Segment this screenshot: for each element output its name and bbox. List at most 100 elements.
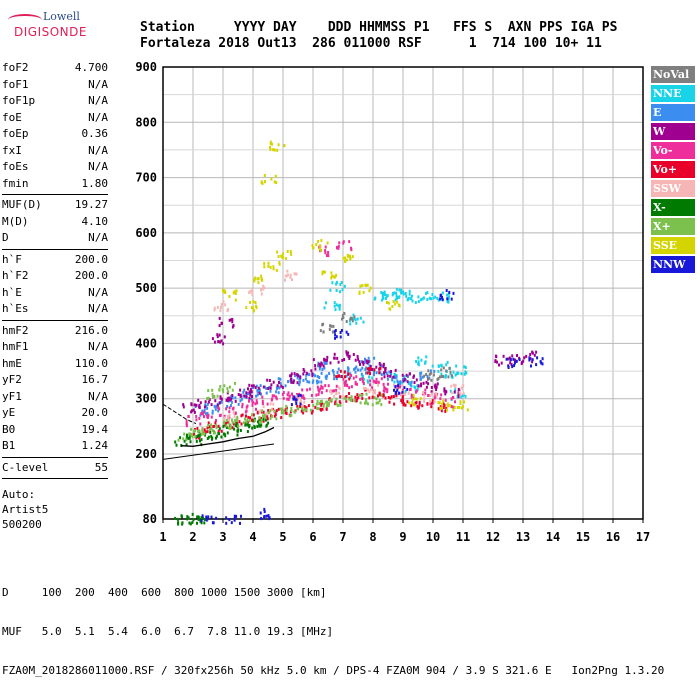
echo-point — [218, 427, 221, 431]
echo-point — [384, 293, 387, 297]
echo-point — [334, 308, 337, 312]
echo-point — [420, 358, 423, 362]
echo-point — [201, 427, 204, 431]
echo-point — [251, 413, 253, 417]
echo-point — [236, 429, 239, 433]
echo-point — [232, 422, 235, 426]
echo-point — [317, 364, 319, 368]
echo-point — [339, 290, 342, 294]
echo-point — [273, 394, 276, 398]
echo-point — [320, 238, 323, 242]
echo-point — [288, 394, 291, 398]
echo-point — [333, 389, 335, 393]
echo-point — [443, 403, 446, 407]
echo-point — [249, 393, 252, 397]
echo-point — [435, 388, 438, 392]
echo-point — [260, 418, 263, 422]
echo-point — [318, 376, 321, 379]
echo-point — [253, 419, 256, 423]
echo-point — [226, 418, 229, 421]
echo-point — [323, 366, 326, 370]
param-row: hmE 110.0 — [2, 356, 108, 373]
echo-point — [379, 367, 381, 370]
echo-point — [452, 291, 455, 295]
echo-point — [264, 415, 267, 419]
echo-point — [278, 261, 281, 265]
echo-point — [293, 272, 296, 276]
echo-point — [195, 439, 198, 443]
echo-point — [514, 358, 516, 362]
echo-point — [209, 430, 212, 434]
echo-point — [190, 433, 193, 437]
echo-point — [411, 401, 414, 404]
echo-point — [373, 373, 375, 377]
echo-point — [202, 517, 205, 520]
echo-point — [256, 393, 259, 397]
echo-point — [317, 380, 320, 384]
echo-point — [419, 374, 422, 378]
echo-point — [264, 418, 267, 422]
echo-point — [252, 384, 255, 388]
echo-point — [215, 434, 218, 438]
echo-point — [362, 374, 364, 378]
echo-point — [452, 408, 455, 412]
echo-point — [263, 510, 266, 514]
header-values: Fortaleza 2018 Out13 286 011000 RSF 1 71… — [140, 36, 602, 51]
x-tick-label: 6 — [309, 530, 316, 544]
echo-point — [512, 357, 515, 361]
echo-point — [320, 399, 323, 403]
echo-point — [205, 412, 207, 416]
echo-point — [528, 358, 531, 362]
echo-point — [383, 386, 386, 389]
echo-point — [250, 306, 253, 310]
echo-point — [348, 377, 351, 381]
echo-point — [336, 371, 339, 375]
echo-point — [362, 386, 365, 390]
echo-point — [402, 403, 405, 407]
echo-point — [238, 420, 241, 424]
echo-point — [430, 378, 433, 382]
echo-point — [359, 362, 361, 366]
echo-point — [496, 360, 498, 364]
echo-point — [447, 292, 450, 296]
echo-point — [295, 272, 298, 276]
echo-point — [462, 391, 465, 395]
echo-point — [208, 425, 211, 429]
echo-point — [400, 399, 403, 403]
echo-point — [326, 402, 329, 406]
echo-point — [319, 387, 322, 391]
echo-point — [260, 288, 263, 292]
echo-point — [350, 385, 353, 389]
echo-point — [235, 289, 238, 293]
echo-point — [174, 440, 177, 444]
echo-point — [206, 437, 209, 440]
echo-point — [286, 269, 289, 273]
echo-point — [269, 386, 272, 390]
echo-point — [442, 406, 445, 410]
echo-point — [536, 356, 539, 360]
echo-point — [231, 418, 233, 422]
echo-point — [399, 382, 402, 386]
echo-point — [431, 392, 433, 396]
echo-point — [336, 356, 339, 360]
echo-point — [414, 401, 417, 405]
y-tick-label: 200 — [135, 447, 157, 461]
echo-point — [258, 390, 261, 394]
echo-point — [202, 412, 204, 416]
echo-point — [445, 390, 448, 394]
echo-point — [290, 374, 293, 378]
echo-point — [541, 362, 544, 366]
echo-point — [199, 433, 202, 437]
echo-point — [420, 382, 423, 386]
echo-point — [367, 356, 370, 360]
echo-point — [179, 436, 182, 440]
echo-point — [321, 401, 324, 405]
echo-point — [320, 362, 323, 366]
echo-point — [337, 374, 340, 378]
echo-point — [422, 391, 424, 394]
echo-point — [337, 385, 340, 389]
echo-point — [182, 405, 185, 409]
echo-point — [312, 379, 315, 383]
echo-point — [440, 372, 443, 376]
param-name: D — [2, 231, 9, 244]
